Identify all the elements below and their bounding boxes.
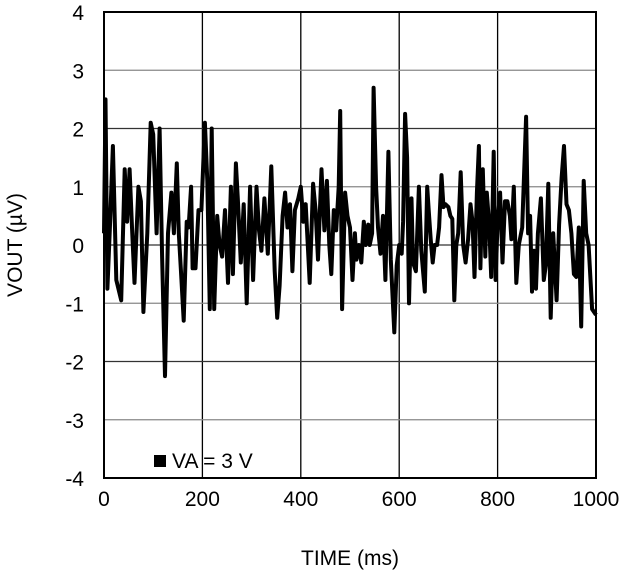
x-tick-label: 200	[185, 488, 220, 511]
x-tick-label: 800	[480, 488, 515, 511]
y-tick-label: 4	[72, 2, 84, 25]
x-tick-label: 0	[98, 488, 110, 511]
y-tick-label: 1	[72, 177, 84, 200]
x-axis-label: TIME (ms)	[301, 547, 399, 570]
legend-label: VA = 3 V	[172, 450, 253, 473]
x-tick-label: 400	[283, 488, 318, 511]
x-tick-label: 1000	[573, 488, 620, 511]
x-tick-labels: 0 200 400 600 800 1000	[98, 488, 619, 511]
series-trace	[102, 85, 598, 379]
y-tick-label: 0	[72, 235, 84, 258]
series-line	[102, 85, 598, 379]
y-axis-label: VOUT (µV)	[4, 193, 27, 297]
y-tick-label: -3	[65, 410, 84, 433]
y-tick-label: 2	[72, 119, 84, 142]
y-tick-label: -2	[65, 352, 84, 375]
y-tick-label: -1	[65, 293, 84, 316]
legend: VA = 3 V	[154, 450, 253, 473]
y-tick-label: -4	[65, 468, 84, 491]
y-tick-label: 3	[72, 60, 84, 83]
legend-marker	[154, 455, 166, 467]
x-tick-label: 600	[382, 488, 417, 511]
y-tick-labels: -4 -3 -2 -1 0 1 2 3 4	[65, 2, 84, 491]
plot-frame	[103, 11, 597, 479]
